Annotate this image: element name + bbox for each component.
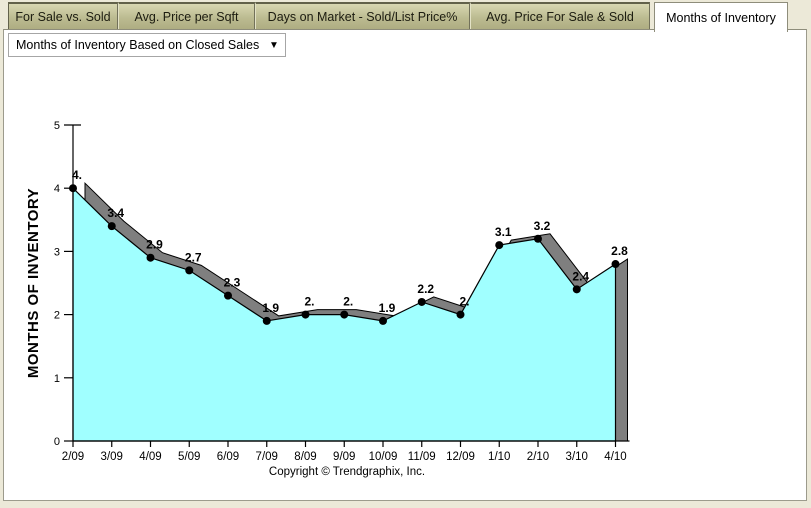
svg-text:4/09: 4/09: [139, 451, 161, 463]
svg-text:4.: 4.: [72, 168, 82, 182]
svg-text:7/09: 7/09: [256, 451, 278, 463]
svg-text:11/09: 11/09: [408, 451, 436, 463]
svg-text:5: 5: [54, 120, 60, 132]
svg-text:2.: 2.: [459, 295, 469, 309]
dropdown-selected-value: Months of Inventory Based on Closed Sale…: [16, 38, 260, 52]
chevron-down-icon: ▼: [269, 39, 279, 51]
svg-text:2.: 2.: [343, 295, 353, 309]
svg-text:2.8: 2.8: [611, 244, 628, 258]
svg-text:2/10: 2/10: [527, 451, 549, 463]
svg-text:0: 0: [54, 436, 60, 448]
svg-text:2.7: 2.7: [185, 250, 202, 264]
tab-label: For Sale vs. Sold: [15, 9, 111, 24]
svg-text:3: 3: [54, 246, 60, 258]
tab-months-of-inventory[interactable]: Months of Inventory: [654, 2, 788, 32]
tab-label: Avg. Price per Sqft: [134, 9, 239, 24]
svg-text:1.9: 1.9: [262, 301, 279, 315]
svg-text:3/09: 3/09: [101, 451, 123, 463]
svg-text:2.4: 2.4: [572, 269, 589, 283]
report-type-dropdown[interactable]: Months of Inventory Based on Closed Sale…: [8, 33, 286, 57]
tab-label: Days on Market - Sold/List Price%: [267, 9, 458, 24]
svg-text:1.9: 1.9: [379, 301, 396, 315]
copyright-text: Copyright © Trendgraphix, Inc.: [268, 466, 426, 478]
svg-text:3.1: 3.1: [495, 225, 512, 239]
svg-text:2: 2: [54, 310, 60, 322]
svg-text:1: 1: [54, 373, 60, 385]
svg-text:9/09: 9/09: [333, 451, 355, 463]
tab-for-sale-vs-sold[interactable]: For Sale vs. Sold: [8, 2, 118, 30]
svg-text:5/09: 5/09: [178, 451, 200, 463]
svg-text:2.9: 2.9: [146, 238, 163, 252]
svg-text:8/09: 8/09: [294, 451, 316, 463]
svg-text:12/09: 12/09: [446, 451, 475, 463]
svg-text:2/09: 2/09: [62, 451, 84, 463]
tab-label: Avg. Price For Sale & Sold: [486, 9, 634, 24]
tab-label: Months of Inventory: [666, 10, 776, 25]
svg-text:MONTHS OF INVENTORY: MONTHS OF INVENTORY: [25, 188, 42, 378]
svg-text:4/10: 4/10: [604, 451, 626, 463]
svg-text:3/10: 3/10: [566, 451, 588, 463]
tab-days-on-market[interactable]: Days on Market - Sold/List Price%: [255, 2, 470, 30]
svg-text:3.4: 3.4: [107, 206, 124, 220]
svg-text:6/09: 6/09: [217, 451, 239, 463]
svg-text:10/09: 10/09: [369, 451, 398, 463]
svg-text:2.: 2.: [304, 295, 314, 309]
svg-text:1/10: 1/10: [488, 451, 510, 463]
svg-text:2.3: 2.3: [224, 276, 241, 290]
svg-text:4: 4: [54, 183, 60, 195]
svg-text:2.2: 2.2: [417, 282, 434, 296]
svg-text:3.2: 3.2: [534, 219, 551, 233]
